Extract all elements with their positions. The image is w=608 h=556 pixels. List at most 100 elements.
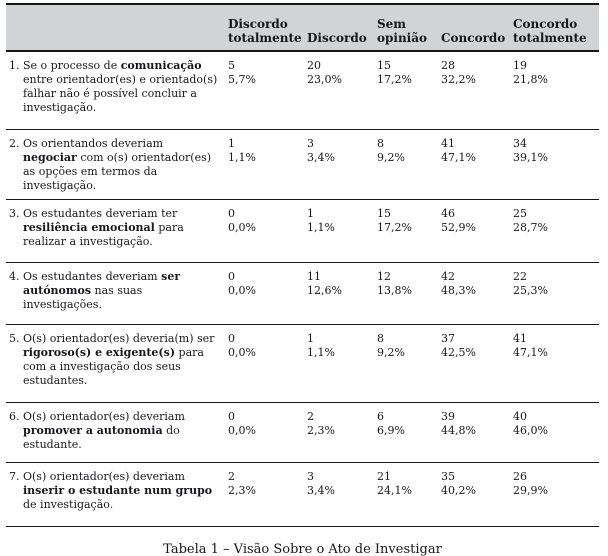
count-value: 35 (441, 469, 455, 483)
table-row-6: 6. O(s) orientador(es) deveriam promover… (6, 402, 599, 463)
percent-value: 47,1% (441, 150, 476, 164)
cell-sem-opiniao: 8 9,2% (377, 129, 441, 200)
cell-sem-opiniao: 8 9,2% (377, 324, 441, 403)
count-value: 0 (228, 331, 235, 345)
percent-value: 2,3% (228, 483, 256, 497)
count-value: 0 (228, 269, 235, 283)
cell-sem-opiniao: 6 6,9% (377, 402, 441, 463)
percent-value: 17,2% (377, 220, 412, 234)
count-value: 1 (228, 136, 235, 150)
percent-value: 32,2% (441, 73, 476, 86)
count-value: 34 (513, 136, 527, 150)
count-value: 40 (513, 409, 527, 423)
percent-value: 3,4% (307, 483, 335, 497)
percent-value: 40,2% (441, 483, 476, 497)
row-number: 4. (9, 269, 20, 283)
cell-concordo-totalmente: 40 46,0% (513, 402, 599, 463)
column-header-concordo: Concordo (441, 4, 513, 52)
question-cell: 1. Se o processo de comunicação entre or… (6, 51, 228, 130)
question-cell: 5. O(s) orientador(es) deveria(m) ser ri… (6, 324, 228, 403)
page: Discordo totalmente Discordo Sem opinião… (0, 3, 608, 556)
count-value: 41 (441, 136, 455, 150)
header-row: Discordo totalmente Discordo Sem opinião… (6, 4, 599, 52)
row-number: 6. (9, 409, 20, 423)
question-cell: 4. Os estudantes deveriam ser autónomos … (6, 262, 228, 325)
column-header-sem-opiniao: Sem opinião (377, 4, 441, 52)
cell-concordo: 37 42,5% (441, 324, 513, 403)
cell-concordo: 41 47,1% (441, 129, 513, 200)
cell-concordo: 42 48,3% (441, 262, 513, 325)
percent-value: 46,0% (513, 423, 548, 437)
cell-concordo-totalmente: 34 39,1% (513, 129, 599, 200)
cell-concordo-totalmente: 41 47,1% (513, 324, 599, 403)
cell-discordo: 11 12,6% (307, 262, 377, 325)
cell-concordo-totalmente: 22 25,3% (513, 262, 599, 325)
question-text: O(s) orientador(es) deveriam promover a … (23, 409, 185, 451)
question-cell: 3. Os estudantes deveriam ter resiliênci… (6, 199, 228, 263)
question-text: O(s) orientador(es) deveria(m) ser rigor… (23, 331, 215, 387)
percent-value: 47,1% (513, 345, 548, 359)
count-value: 39 (441, 409, 455, 423)
count-value: 19 (513, 59, 527, 72)
count-value: 15 (377, 59, 391, 72)
count-value: 0 (228, 409, 235, 423)
count-value: 28 (441, 59, 455, 72)
row-number: 7. (9, 469, 20, 483)
percent-value: 25,3% (513, 283, 548, 297)
cell-discordo-totalmente: 1 1,1% (228, 129, 307, 200)
percent-value: 24,1% (377, 483, 412, 497)
cell-sem-opiniao: 15 17,2% (377, 51, 441, 130)
count-value: 3 (307, 469, 314, 483)
percent-value: 0,0% (228, 345, 256, 359)
percent-value: 12,6% (307, 283, 342, 297)
cell-concordo-totalmente: 25 28,7% (513, 199, 599, 263)
table-row-2: 2. Os orientandos deveriam negociar com … (6, 129, 599, 200)
count-value: 3 (307, 136, 314, 150)
count-value: 0 (228, 206, 235, 220)
row-number: 3. (9, 206, 20, 220)
percent-value: 1,1% (307, 345, 335, 359)
count-value: 5 (228, 59, 235, 72)
cell-discordo: 3 3,4% (307, 462, 377, 527)
percent-value: 39,1% (513, 150, 548, 164)
count-value: 12 (377, 269, 391, 283)
percent-value: 1,1% (307, 220, 335, 234)
percent-value: 1,1% (228, 150, 256, 164)
column-header-concordo-totalmente: Concordo totalmente (513, 4, 599, 52)
question-cell: 2. Os orientandos deveriam negociar com … (6, 129, 228, 200)
percent-value: 5,7% (228, 73, 256, 86)
cell-discordo: 3 3,4% (307, 129, 377, 200)
question-text: Os orientandos deveriam negociar com o(s… (23, 136, 212, 192)
column-header-discordo: Discordo (307, 4, 377, 52)
percent-value: 48,3% (441, 283, 476, 297)
question-cell: 6. O(s) orientador(es) deveriam promover… (6, 402, 228, 463)
cell-sem-opiniao: 12 13,8% (377, 262, 441, 325)
table-row-1: 1. Se o processo de comunicação entre or… (6, 51, 599, 130)
survey-table: Discordo totalmente Discordo Sem opinião… (6, 3, 599, 527)
cell-discordo-totalmente: 0 0,0% (228, 402, 307, 463)
cell-discordo: 2 2,3% (307, 402, 377, 463)
count-value: 2 (307, 409, 314, 423)
percent-value: 9,2% (377, 345, 405, 359)
percent-value: 52,9% (441, 220, 476, 234)
cell-discordo-totalmente: 0 0,0% (228, 324, 307, 403)
count-value: 6 (377, 409, 384, 423)
table-row-7: 7. O(s) orientador(es) deveriam inserir … (6, 462, 599, 527)
table-header: Discordo totalmente Discordo Sem opinião… (6, 4, 599, 52)
cell-concordo: 39 44,8% (441, 402, 513, 463)
row-number: 1. (9, 59, 20, 72)
row-number: 5. (9, 331, 20, 345)
cell-discordo: 20 23,0% (307, 51, 377, 130)
question-text: Os estudantes deveriam ter resiliência e… (23, 206, 184, 248)
cell-discordo: 1 1,1% (307, 199, 377, 263)
count-value: 41 (513, 331, 527, 345)
cell-discordo-totalmente: 2 2,3% (228, 462, 307, 527)
count-value: 26 (513, 469, 527, 483)
count-value: 11 (307, 269, 321, 283)
count-value: 8 (377, 331, 384, 345)
count-value: 21 (377, 469, 391, 483)
cell-discordo-totalmente: 5 5,7% (228, 51, 307, 130)
percent-value: 21,8% (513, 73, 548, 86)
question-cell: 7. O(s) orientador(es) deveriam inserir … (6, 462, 228, 527)
count-value: 8 (377, 136, 384, 150)
